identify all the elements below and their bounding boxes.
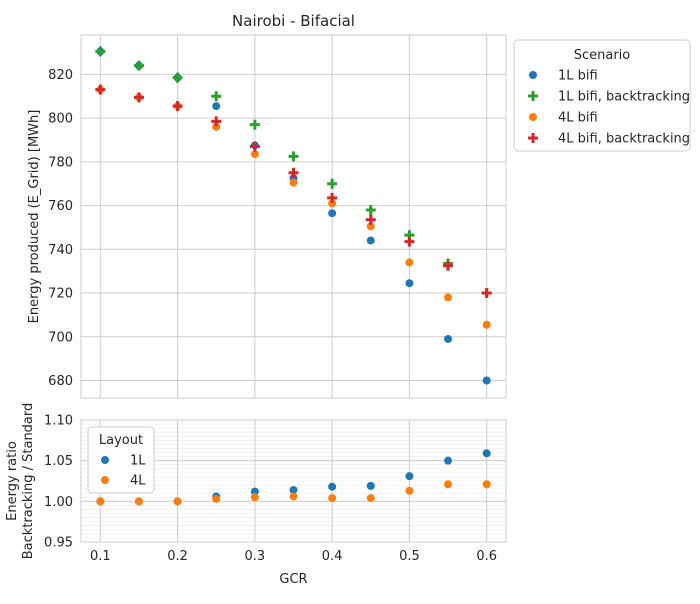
bottom-y-tick-label: 1.10	[44, 414, 73, 429]
top-point-1l-bifi-backtracking	[249, 119, 260, 130]
layout-legend-label: 4L	[130, 474, 146, 489]
top-point-1l-bifi-backtracking	[172, 72, 183, 83]
top-point-4l-bifi-backtracking	[365, 214, 376, 225]
x-axis-label: GCR	[279, 572, 307, 587]
scenario-legend-label: 1L bifi	[558, 69, 598, 84]
top-point-1l-bifi	[212, 102, 221, 111]
bottom-point-1l	[405, 472, 414, 481]
bottom-point-4l	[134, 497, 143, 506]
bottom-point-1l	[482, 449, 491, 458]
top-point-4l-bifi	[366, 222, 375, 231]
top-point-4l-bifi	[328, 199, 337, 208]
top-y-tick-label: 780	[48, 155, 73, 170]
bottom-point-4l	[405, 486, 414, 495]
top-y-tick-label: 720	[48, 287, 73, 302]
top-point-4l-bifi	[444, 293, 453, 302]
top-point-1l-bifi	[366, 236, 375, 245]
top-point-1l-bifi-backtracking	[95, 46, 106, 57]
layout-legend-marker	[101, 476, 109, 484]
chart-title: Nairobi - Bifacial	[232, 12, 355, 30]
top-point-1l-bifi-backtracking	[133, 60, 144, 71]
scenario-legend	[513, 39, 691, 152]
top-point-4l-bifi-backtracking	[133, 92, 144, 103]
x-tick-label: 0.5	[399, 549, 420, 564]
bottom-point-1l	[444, 456, 453, 465]
top-point-4l-bifi-backtracking	[443, 260, 454, 271]
scenario-legend-marker	[529, 113, 537, 121]
bottom-point-4l	[328, 494, 337, 503]
scenario-legend-label: 4L bifi, backtracking	[558, 132, 690, 147]
top-point-4l-bifi-backtracking	[481, 288, 492, 299]
top-point-1l-bifi	[444, 334, 453, 343]
top-point-1l-bifi-backtracking	[211, 91, 222, 102]
bottom-y-tick-label: 1.05	[44, 454, 73, 469]
top-point-4l-bifi	[482, 320, 491, 329]
top-point-1l-bifi-backtracking	[327, 178, 338, 189]
scenario-legend-label: 4L bifi	[558, 111, 598, 126]
layout-legend-marker	[101, 456, 109, 464]
layout-legend-label: 1L	[130, 454, 146, 469]
top-point-4l-bifi-backtracking	[404, 236, 415, 247]
layout-legend-title: Layout	[99, 433, 143, 448]
top-point-1l-bifi	[482, 376, 491, 385]
bottom-point-1l	[250, 487, 259, 496]
top-point-4l-bifi-backtracking	[327, 192, 338, 203]
x-tick-label: 0.1	[90, 549, 111, 564]
bottom-point-4l	[173, 497, 182, 506]
top-point-4l-bifi	[405, 258, 414, 267]
x-tick-label: 0.4	[322, 549, 343, 564]
top-y-axis-label: Energy produced (E_Grid) [MWh]	[27, 110, 42, 324]
top-point-4l-bifi-backtracking	[249, 141, 260, 152]
x-tick-label: 0.3	[245, 549, 266, 564]
top-point-1l-bifi	[328, 209, 337, 218]
top-point-1l-bifi	[405, 279, 414, 288]
top-y-tick-label: 680	[48, 374, 73, 389]
scenario-legend-label: 1L bifi, backtracking	[558, 90, 690, 105]
bottom-point-4l	[366, 494, 375, 503]
bottom-plot-frame	[80, 419, 507, 543]
bottom-point-4l	[482, 480, 491, 489]
top-plot-frame	[80, 34, 507, 399]
scenario-legend-marker	[529, 71, 537, 79]
x-tick-label: 0.6	[476, 549, 497, 564]
bottom-point-1l	[289, 485, 298, 494]
top-point-4l-bifi-backtracking	[172, 101, 183, 112]
top-point-1l-bifi-backtracking	[288, 151, 299, 162]
top-y-tick-label: 740	[48, 243, 73, 258]
top-point-4l-bifi	[250, 150, 259, 159]
bottom-point-4l	[444, 480, 453, 489]
top-point-1l-bifi-backtracking	[365, 204, 376, 215]
bottom-y-axis-label-line1: Energy ratio	[5, 441, 20, 521]
bottom-point-4l	[289, 492, 298, 501]
x-tick-label: 0.2	[167, 549, 188, 564]
scenario-legend-title: Scenario	[574, 48, 631, 63]
bottom-y-axis-label-line2: Backtracking / Standard	[21, 403, 36, 560]
top-y-tick-label: 800	[48, 112, 73, 127]
top-point-4l-bifi-backtracking	[211, 116, 222, 127]
top-point-4l-bifi	[212, 122, 221, 131]
bottom-point-4l	[212, 494, 221, 503]
top-y-tick-label: 700	[48, 330, 73, 345]
top-point-4l-bifi-backtracking	[288, 167, 299, 178]
bottom-point-4l	[96, 497, 105, 506]
scenario-legend-marker	[528, 133, 538, 143]
scenario-legend-marker	[528, 91, 538, 101]
bottom-y-tick-label: 0.95	[44, 536, 73, 551]
top-y-tick-label: 820	[48, 68, 73, 83]
top-point-4l-bifi	[289, 178, 298, 187]
bottom-point-1l	[328, 482, 337, 491]
bottom-y-tick-label: 1.00	[44, 495, 73, 510]
bottom-point-4l	[250, 493, 259, 502]
top-point-4l-bifi-backtracking	[95, 84, 106, 95]
bottom-point-1l	[366, 481, 375, 490]
top-y-tick-label: 760	[48, 199, 73, 214]
